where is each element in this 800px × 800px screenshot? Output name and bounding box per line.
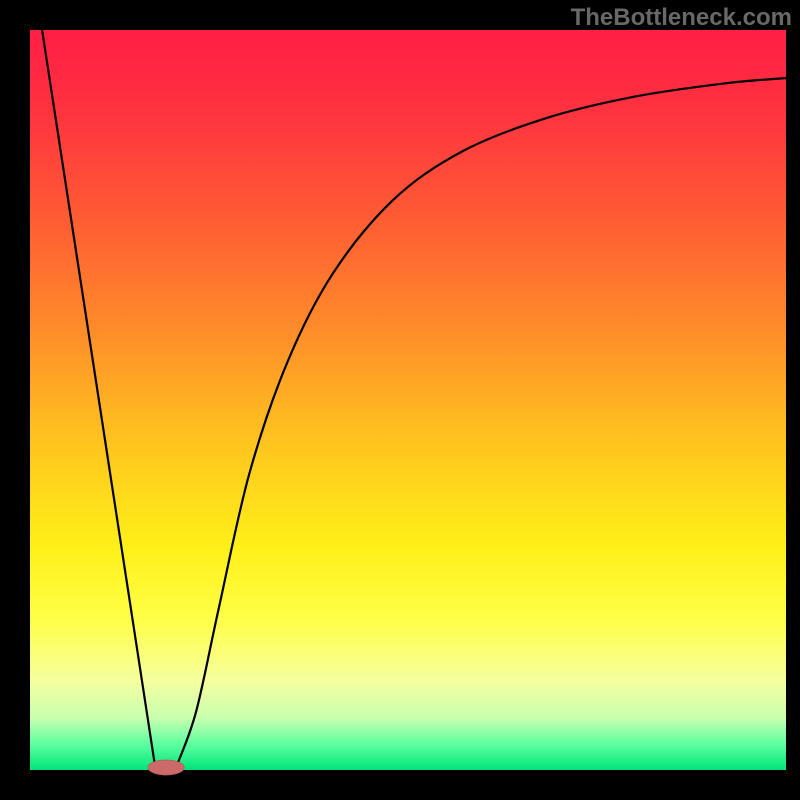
optimal-marker <box>148 760 184 775</box>
watermark-text: TheBottleneck.com <box>571 4 792 32</box>
bottleneck-chart <box>0 0 800 800</box>
chart-container: TheBottleneck.com <box>0 0 800 800</box>
